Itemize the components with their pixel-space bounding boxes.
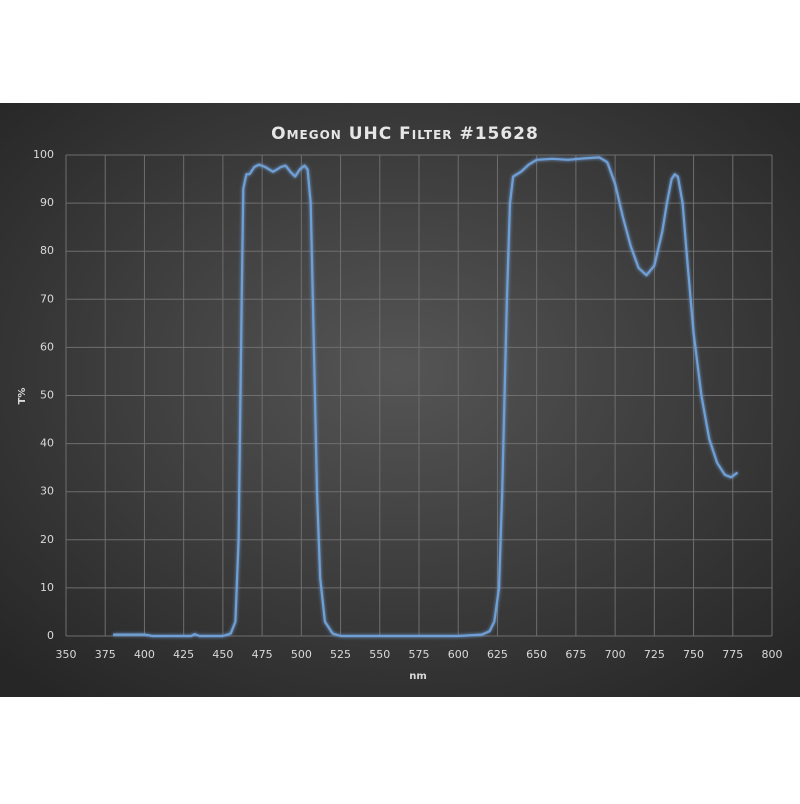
y-tick-label: 90: [40, 196, 54, 209]
y-tick-label: 60: [40, 340, 54, 353]
x-tick-label: 600: [448, 648, 469, 661]
x-tick-label: 400: [134, 648, 155, 661]
data-line: [113, 156, 739, 638]
x-tick-label: 475: [252, 648, 273, 661]
y-tick-label: 80: [40, 244, 54, 257]
x-tick-label: 425: [173, 648, 194, 661]
x-tick-label: 725: [644, 648, 665, 661]
x-tick-label: 625: [487, 648, 508, 661]
x-tick-label: 575: [409, 648, 430, 661]
x-tick-label: 750: [683, 648, 704, 661]
y-tick-label: 20: [40, 533, 54, 546]
chart-title: Omegon UHC Filter #15628: [271, 124, 539, 144]
y-tick-label: 0: [47, 629, 54, 642]
y-tick-label: 70: [40, 292, 54, 305]
x-tick-label: 550: [369, 648, 390, 661]
x-tick-label: 675: [565, 648, 586, 661]
x-tick-label: 650: [526, 648, 547, 661]
y-tick-label: 40: [40, 437, 54, 450]
x-tick-label: 800: [762, 648, 783, 661]
y-tick-label: 50: [40, 389, 54, 402]
x-tick-label: 525: [330, 648, 351, 661]
x-tick-label: 500: [291, 648, 312, 661]
x-tick-label: 775: [722, 648, 743, 661]
x-tick-label: 350: [56, 648, 77, 661]
x-tick-label: 450: [212, 648, 233, 661]
y-tick-label: 30: [40, 485, 54, 498]
x-axis-label: nm: [409, 671, 427, 682]
x-tick-label: 375: [95, 648, 116, 661]
y-tick-label: 100: [33, 148, 54, 161]
y-axis-label: T%: [17, 388, 28, 405]
y-tick-label: 10: [40, 581, 54, 594]
x-tick-label: 700: [605, 648, 626, 661]
